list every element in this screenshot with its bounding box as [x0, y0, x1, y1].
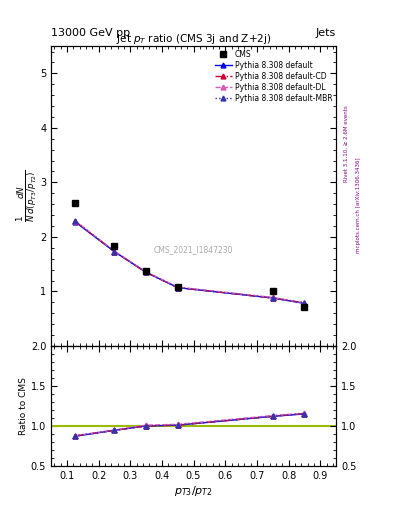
- X-axis label: $p_{T3}/p_{T2}$: $p_{T3}/p_{T2}$: [174, 483, 213, 498]
- Text: mcplots.cern.ch [arXiv:1306.3436]: mcplots.cern.ch [arXiv:1306.3436]: [356, 157, 361, 252]
- Legend: CMS, Pythia 8.308 default, Pythia 8.308 default-CD, Pythia 8.308 default-DL, Pyt: CMS, Pythia 8.308 default, Pythia 8.308 …: [213, 48, 334, 104]
- Title: Jet $p_T$ ratio (CMS 3j and Z+2j): Jet $p_T$ ratio (CMS 3j and Z+2j): [116, 32, 271, 46]
- Text: CMS_2021_I1847230: CMS_2021_I1847230: [154, 245, 233, 254]
- Text: 13000 GeV pp: 13000 GeV pp: [51, 28, 130, 38]
- Text: Jets: Jets: [316, 28, 336, 38]
- Y-axis label: Ratio to CMS: Ratio to CMS: [19, 377, 28, 435]
- Y-axis label: $\frac{1}{N}\frac{dN}{d(p_{T3}/p_{T2})}$: $\frac{1}{N}\frac{dN}{d(p_{T3}/p_{T2})}$: [15, 170, 39, 222]
- Text: Rivet 3.1.10, ≥ 2.6M events: Rivet 3.1.10, ≥ 2.6M events: [344, 105, 349, 182]
